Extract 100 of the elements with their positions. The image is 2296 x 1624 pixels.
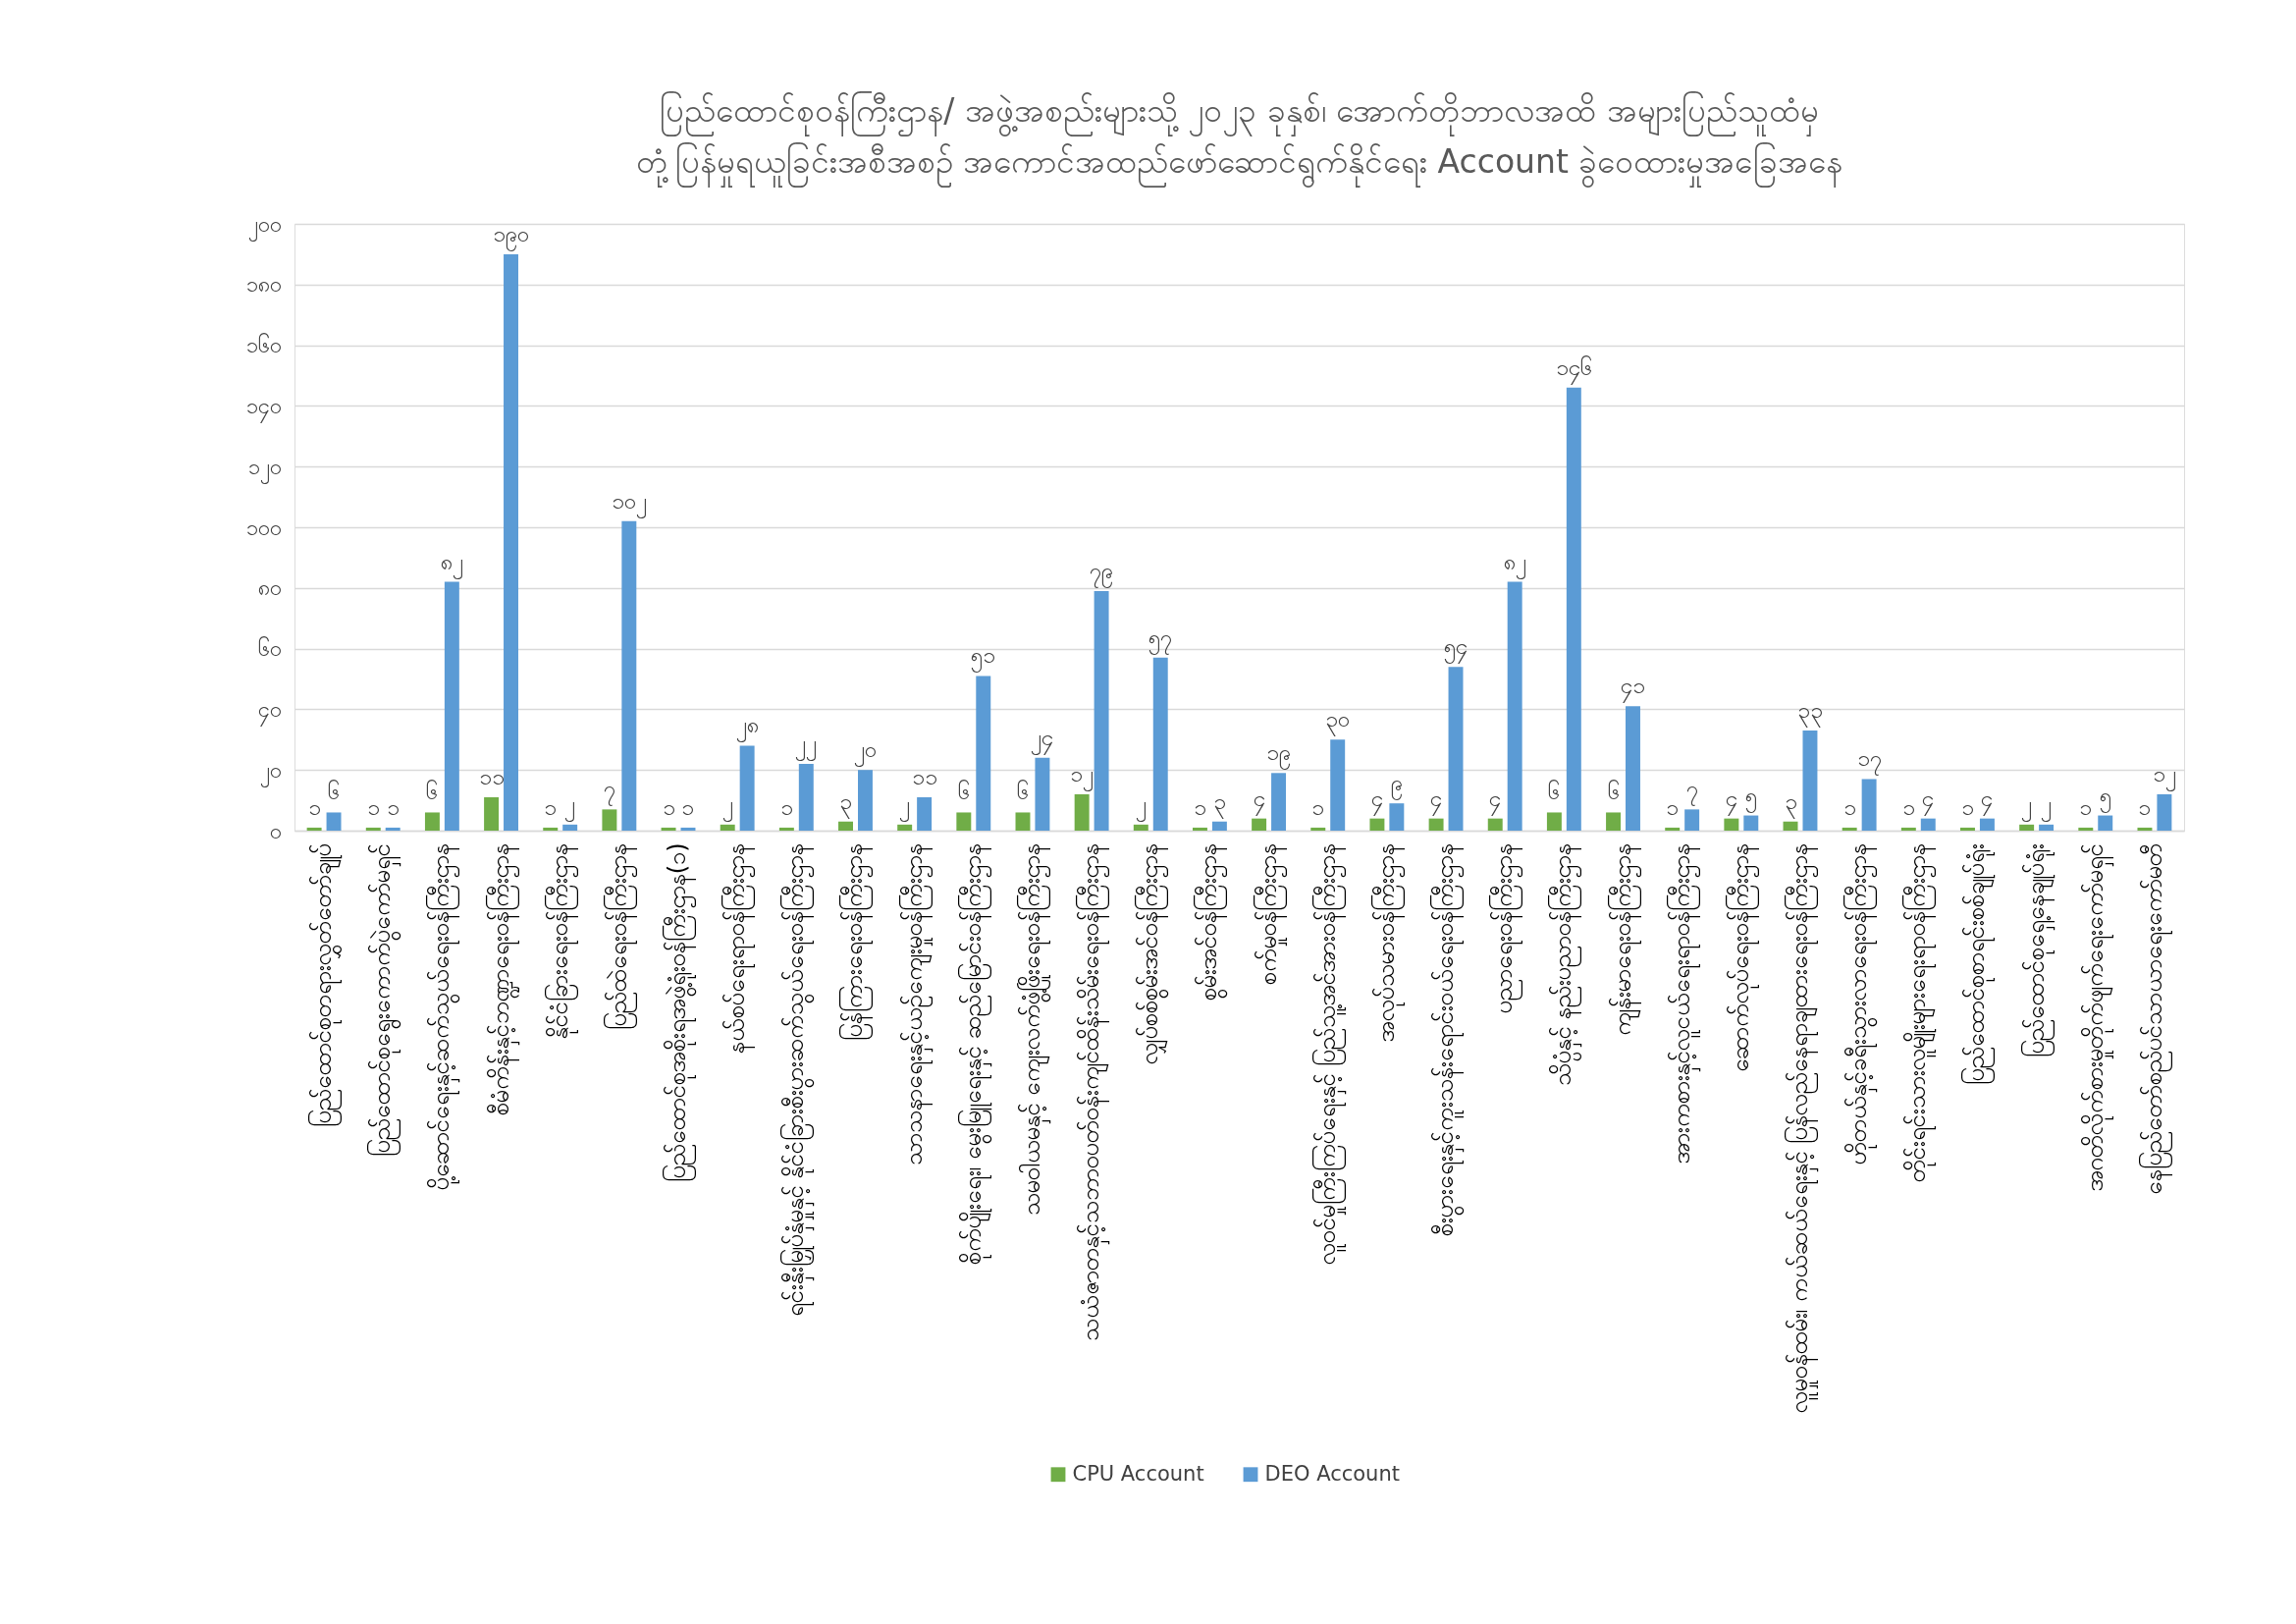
x-tick-label: ကျန်းမာရေးဝန်ကြီးဌာန [1606,842,1641,1036]
data-label: ၆ [328,779,341,805]
data-label: ၄ [1430,785,1443,816]
x-tick-label: စိုက်ပျိုးရေး၊ မွေးမြူရေးနှင့် ဆည်မြောင်းဝန်ကြီးဌာန [956,842,992,1265]
data-label: ၆ [1016,779,1029,805]
bar [976,676,991,831]
y-tick-label: ၁၆၀ [245,333,282,358]
data-label: ၁၉၀ [493,220,530,251]
data-label: ၁၀၂ [611,487,647,518]
bar [1094,590,1109,831]
data-label: ၃ [1784,787,1797,819]
bar [2078,827,2094,831]
data-label: ၇ [1685,776,1698,807]
x-tick-label: ပြည်ထောင်စုစာရင်းစစ်ချုပ်ရုံး [1960,842,1997,1085]
x-tick-label: စွမ်းအင်ဝန်ကြီးဌာန [1193,842,1229,1001]
data-label: ၂ [899,790,911,822]
bar [562,824,578,831]
legend-label: CPU Account [1072,1461,1204,1486]
data-label: ၂၄ [1031,724,1054,755]
bar [444,581,459,831]
bar [1743,815,1759,831]
bar [1665,827,1681,831]
data-label: ၃ [1212,787,1226,819]
data-label: ၆ [1548,779,1561,805]
data-label: ၄၁ [1620,673,1645,704]
bar [1035,757,1050,831]
data-label: ၁ [366,793,380,820]
x-tick-label: အားကစားနှင့်လူငယ်ရေးရာဝန်ကြီးဌာန [1665,842,1701,1164]
data-label: ၃၀ [1325,706,1351,737]
x-tick-label: ဟိုတယ်နှင့်ခရီးသွားလာရေးဝန်ကြီးဌာန [1842,842,1879,1164]
bar [1724,818,1739,831]
data-label: ၁ [2079,793,2093,820]
x-tick-label: ပြည်ထောင်စုရှေ့နေချုပ်ရုံး [2019,842,2056,1057]
data-label: ၅၄ [1444,633,1468,665]
data-label: ၁ [544,793,558,820]
bar [1626,706,1640,831]
data-label: ၁ [1666,793,1680,820]
bar [1684,809,1700,831]
bar [504,253,518,831]
x-tick-label: စက်မှုဝန်ကြီးဌာန [1252,842,1287,985]
bar [1330,739,1346,831]
data-label: ၄ [1725,785,1737,816]
x-tick-label: အဂတိလိုက်စားမှုတိုက်ဖျက်ရေးကော်မရှင် [2079,842,2114,1191]
x-tick-label: ပြန်ကြားရေးဝန်ကြီးဌာန [838,842,874,1041]
data-label: ၁ [1842,793,1856,820]
bar [484,797,500,831]
data-label: ၁၉ [1266,739,1292,771]
data-label: ၅၇ [1148,623,1173,655]
y-tick-label: ၁၀၀ [245,514,282,540]
bar [602,809,617,831]
data-label: ၉ [1390,770,1403,801]
data-label: ၁ [386,793,400,820]
bar [1566,387,1581,831]
x-tick-label: ပြည်ထဲရေးဝန်ကြီးဌာန [602,842,637,1030]
data-label: ၂ [1135,790,1147,822]
data-label: ၂ [2021,790,2033,822]
data-label: ၁ [2138,793,2152,820]
data-label: ၇၉ [1090,557,1114,588]
bar [1960,827,1975,831]
x-tick-label: နယ်စပ်ရေးရာဝန်ကြီးဌာန [721,842,756,1054]
bar [917,797,933,831]
bar [1979,818,1995,831]
bar [543,827,559,831]
data-label: ၆ [426,779,439,805]
y-tick-label: ၁၈၀ [245,272,282,298]
data-label: ၇ [603,776,615,807]
data-label: ၅ [1744,782,1757,813]
bar [739,745,755,831]
bar [1271,773,1287,831]
bar [778,827,794,831]
bar [1487,818,1503,831]
data-label: ၂၀ [853,736,877,768]
y-tick-label: ၂၀ [259,757,282,787]
bar [326,812,342,831]
data-label: ၁၂ [2152,760,2176,791]
data-label: ၂၈ [735,712,759,743]
bar [1152,657,1168,831]
y-tick-label: ၁၄၀ [245,393,282,423]
x-tick-label: တိုင်းရင်းသားလူမျိုးများရေးရာဝန်ကြီးဌာန [1901,842,1938,1182]
x-tick-label: ပညာရေးဝန်ကြီးဌာန [1488,842,1523,1013]
bar [1211,821,1227,831]
data-label: ၁ [662,793,675,820]
x-tick-label: သာသနာရေးနှင့်ယဉ်ကျေးမှုဝန်ကြီးဌာန [897,842,934,1165]
bar [661,827,676,831]
bar [365,827,381,831]
bar [424,812,440,831]
bar [1783,821,1798,831]
bar [1015,812,1031,831]
x-tick-label: ပို့ဆောင်ရေးနှင့်ဆက်သွယ်ရေးဝန်ကြီးဌာန [425,842,461,1190]
data-label: ၃ [839,787,853,819]
x-tick-label: ရင်းနှီးမြှုပ်နှံမှုနှင့် နိုင်ငံခြားစီးပွားဆက်သွယ်ရေးဝန်ကြီးဌာန [779,842,816,1318]
data-label: ၄ [1922,785,1935,816]
bar [1842,827,1857,831]
y-tick-label: ၈၀ [257,575,282,601]
data-label: ၅ [2099,782,2111,813]
bar [1389,803,1405,831]
data-label: ၁၄၆ [1555,353,1592,385]
data-label: ၁၇ [1856,745,1882,777]
bar [720,824,735,831]
bar [1900,827,1916,831]
